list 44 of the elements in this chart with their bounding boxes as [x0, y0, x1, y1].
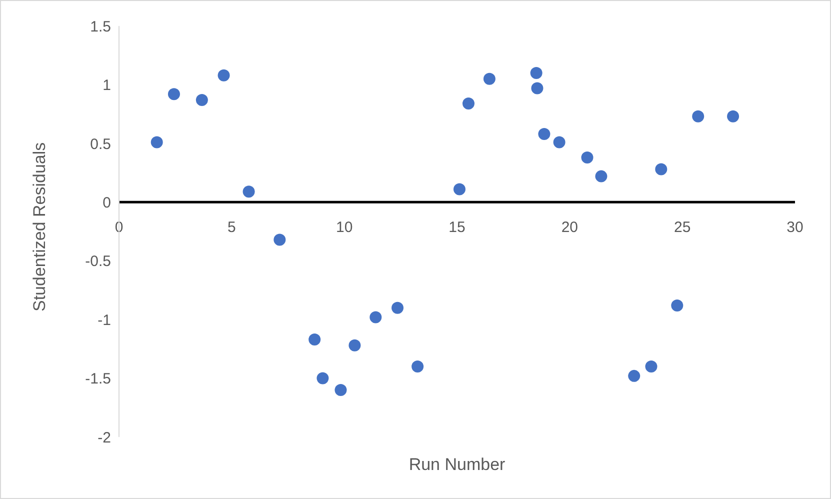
point — [628, 370, 640, 382]
point — [392, 302, 404, 314]
point — [530, 66, 542, 79]
y-tick-label: 0 — [102, 194, 111, 212]
point — [370, 311, 382, 324]
point — [581, 152, 594, 164]
x-tick-label: 30 — [786, 219, 804, 236]
y-tick-label: 1 — [102, 77, 111, 94]
point — [645, 360, 658, 373]
point — [462, 98, 474, 110]
y-axis-title: Studentized Residuals — [30, 142, 50, 312]
point — [274, 234, 286, 246]
point — [671, 299, 684, 312]
point — [531, 82, 544, 94]
y-tick-label: -1 — [98, 312, 111, 329]
y-tick-label: -2 — [98, 429, 111, 446]
point — [538, 128, 550, 140]
point — [150, 136, 163, 148]
x-tick-label: 5 — [227, 219, 236, 236]
point — [308, 334, 321, 346]
point — [196, 94, 208, 106]
y-tick-label: -0.5 — [85, 253, 111, 270]
y-tick-label: -1.5 — [85, 370, 111, 388]
point — [453, 183, 466, 196]
x-tick-label: 25 — [674, 219, 691, 236]
point — [483, 72, 496, 85]
point — [692, 110, 704, 122]
point — [412, 360, 424, 373]
x-tick-label: 10 — [336, 219, 353, 236]
x-axis-title: Run Number — [408, 455, 506, 474]
x-tick-label: 15 — [448, 219, 466, 236]
point — [168, 88, 180, 100]
point — [348, 339, 361, 352]
point — [334, 384, 347, 396]
point — [316, 372, 329, 384]
point — [553, 136, 566, 148]
point — [242, 186, 255, 198]
point — [595, 170, 608, 182]
y-tick-label: 0.5 — [90, 136, 111, 153]
point — [218, 69, 230, 82]
x-tick-label: 20 — [561, 219, 578, 236]
point — [727, 110, 740, 122]
y-tick-label: 1.5 — [90, 18, 111, 36]
point — [655, 163, 668, 176]
